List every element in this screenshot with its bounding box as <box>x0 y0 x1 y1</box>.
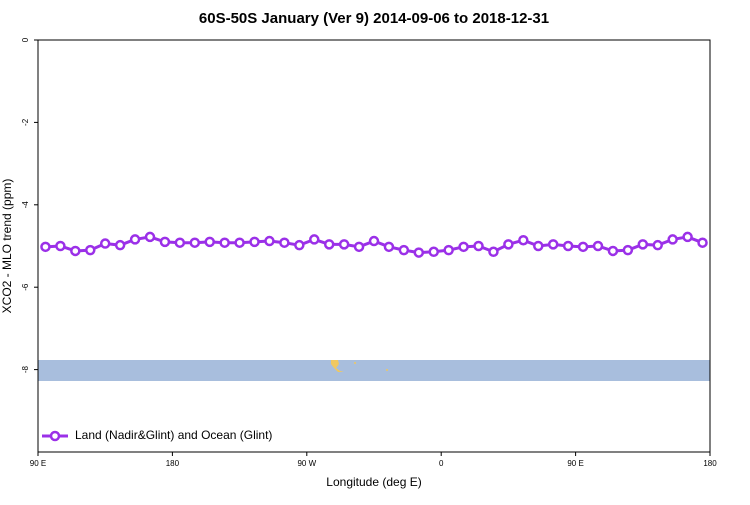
data-point <box>40 241 51 253</box>
x-axis-label: Longitude (deg E) <box>326 475 421 489</box>
plot-frame <box>37 39 711 453</box>
data-point <box>398 244 410 256</box>
data-point <box>682 231 693 243</box>
data-point <box>144 231 156 243</box>
map-strip <box>38 360 710 381</box>
data-point <box>234 237 245 248</box>
data-point <box>264 235 275 247</box>
data-point <box>70 245 81 257</box>
data-point <box>368 235 380 247</box>
data-point <box>652 239 663 251</box>
x-tick-label: 0 <box>439 459 444 468</box>
y-axis-label: XCO2 - MLO trend (ppm) <box>0 179 14 314</box>
data-point <box>114 239 126 251</box>
x-tick-label: 90 E <box>30 459 46 468</box>
data-point <box>279 237 290 248</box>
data-point <box>55 240 66 252</box>
y-tick-label: -4 <box>21 201 30 209</box>
data-point <box>443 244 454 256</box>
data-point <box>577 241 589 253</box>
data-point <box>458 241 469 253</box>
chart-title: 60S-50S January (Ver 9) 2014-09-06 to 20… <box>199 10 549 27</box>
data-point <box>562 240 574 252</box>
x-tick-label: 180 <box>166 459 180 468</box>
data-point <box>189 237 201 248</box>
data-point <box>473 240 484 252</box>
legend-marker <box>49 430 61 442</box>
y-tick-label: -6 <box>21 283 30 291</box>
data-point <box>667 234 678 245</box>
data-point <box>309 234 320 245</box>
data-point <box>294 239 305 251</box>
x-tick-label: 90 W <box>297 459 316 468</box>
legend-label: Land (Nadir&Glint) and Ocean (Glint) <box>75 428 272 442</box>
data-point <box>413 247 425 258</box>
data-point <box>518 234 529 246</box>
data-point <box>85 244 96 256</box>
data-point <box>607 245 619 257</box>
data-point <box>488 246 499 258</box>
data-point <box>159 236 171 248</box>
data-point <box>637 239 649 250</box>
y-tick-label: -8 <box>21 365 30 373</box>
data-point <box>547 239 559 250</box>
x-tick-label: 90 E <box>567 459 583 468</box>
data-point <box>592 240 604 252</box>
data-point <box>99 238 111 249</box>
data-point <box>503 239 514 250</box>
data-point <box>174 237 186 248</box>
y-tick-label: -2 <box>21 118 30 126</box>
data-point <box>129 234 141 245</box>
x-tick-label: 180 <box>703 459 717 468</box>
data-point <box>323 239 335 250</box>
data-point <box>428 246 439 258</box>
y-tick-label: 0 <box>21 37 30 42</box>
data-point <box>219 237 230 248</box>
data-point <box>338 239 350 250</box>
data-point <box>533 240 544 252</box>
data-point <box>249 236 260 248</box>
data-point <box>383 241 395 253</box>
data-point <box>622 244 634 256</box>
data-point <box>353 241 365 253</box>
data-point <box>204 236 215 248</box>
data-point <box>697 237 708 248</box>
